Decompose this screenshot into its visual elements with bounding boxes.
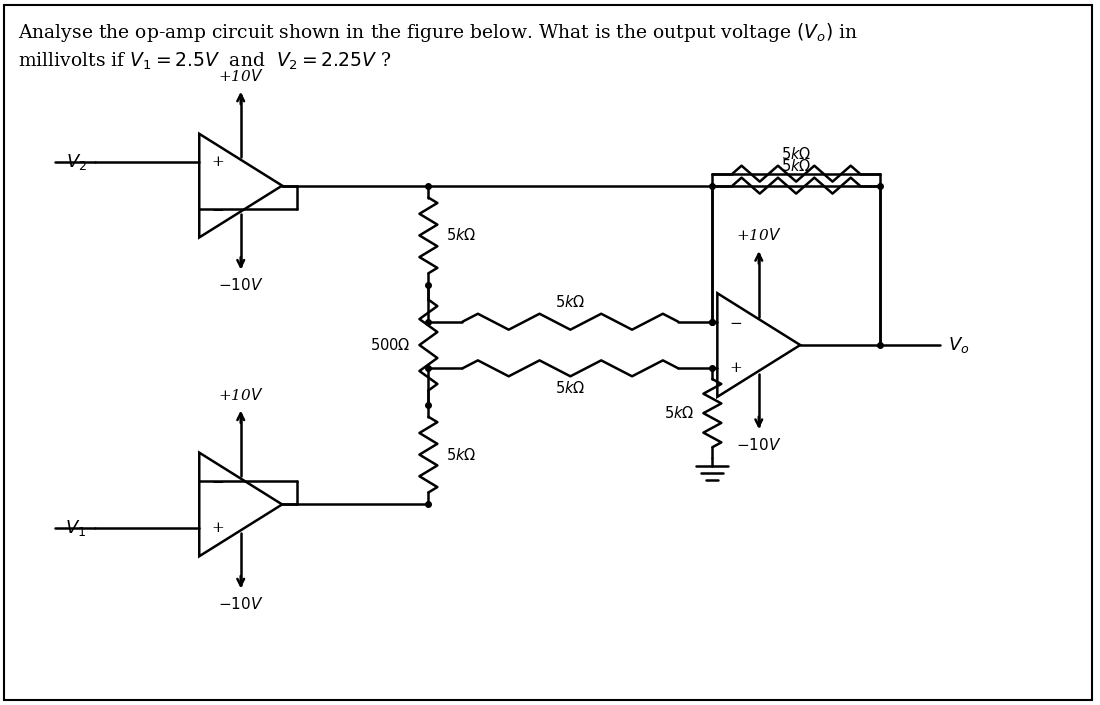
- Text: $-$: $-$: [211, 474, 224, 488]
- Text: $-10V$: $-10V$: [736, 436, 781, 453]
- Text: $5k\Omega$: $5k\Omega$: [556, 294, 585, 309]
- Text: +: +: [729, 362, 743, 375]
- Text: +: +: [211, 155, 224, 169]
- Text: $V_2$: $V_2$: [66, 152, 87, 172]
- Text: $V_1$: $V_1$: [66, 517, 87, 538]
- Text: $-$: $-$: [729, 314, 743, 329]
- Text: +: +: [211, 521, 224, 535]
- Text: millivolts if $V_1 = 2.5V$  and  $V_2 = 2.25V$ ?: millivolts if $V_1 = 2.5V$ and $V_2 = 2.…: [18, 51, 392, 73]
- Text: $V_o$: $V_o$: [948, 335, 969, 355]
- Text: +10$V$: +10$V$: [218, 68, 264, 84]
- Text: $5k\Omega$: $5k\Omega$: [781, 146, 812, 161]
- Text: $500\Omega$: $500\Omega$: [370, 337, 410, 353]
- Text: $-10V$: $-10V$: [218, 596, 264, 612]
- Text: $-10V$: $-10V$: [218, 277, 264, 293]
- Text: +10$V$: +10$V$: [736, 228, 781, 243]
- Text: $5k\Omega$: $5k\Omega$: [556, 380, 585, 396]
- Text: $5k\Omega$: $5k\Omega$: [781, 158, 812, 173]
- Text: $5k\Omega$: $5k\Omega$: [447, 228, 476, 243]
- Text: $5k\Omega$: $5k\Omega$: [664, 405, 694, 421]
- Text: +10$V$: +10$V$: [218, 387, 264, 403]
- Text: Analyse the op-amp circuit shown in the figure below. What is the output voltage: Analyse the op-amp circuit shown in the …: [18, 21, 858, 44]
- Text: $5k\Omega$: $5k\Omega$: [447, 447, 476, 462]
- Text: $-$: $-$: [211, 202, 224, 216]
